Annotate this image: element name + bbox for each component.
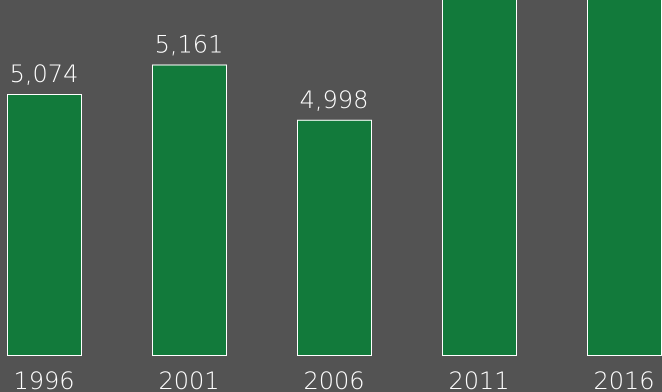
- bar-2006: [297, 119, 372, 356]
- tick-label-1996: 1996: [13, 367, 74, 392]
- bar-2001: [152, 64, 227, 357]
- bar-1996: [7, 94, 82, 356]
- value-label-2006: 4,998: [300, 86, 369, 114]
- bar-2011: [442, 0, 517, 357]
- value-label-2001: 5,161: [155, 31, 224, 59]
- tick-label-2016: 2016: [593, 367, 654, 392]
- tick-label-2001: 2001: [158, 367, 219, 392]
- tick-label-2006: 2006: [303, 367, 364, 392]
- tick-label-2011: 2011: [448, 367, 509, 392]
- bar-2016: [587, 0, 662, 356]
- value-label-1996: 5,074: [10, 60, 79, 88]
